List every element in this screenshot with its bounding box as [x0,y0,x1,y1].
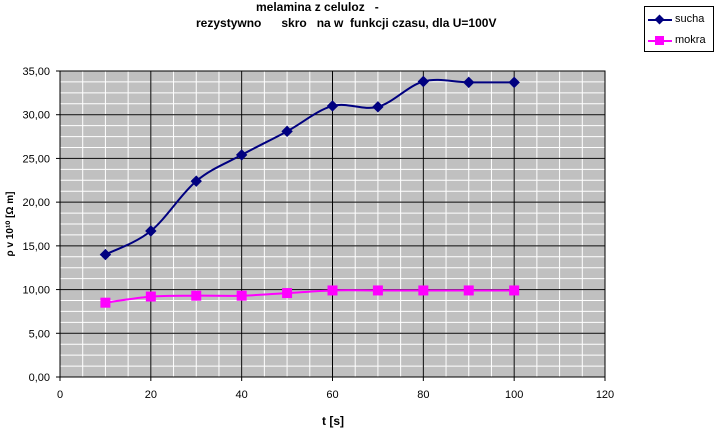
legend-label-mokra: mokra [675,34,706,46]
data-point-sucha [417,75,430,88]
y-tick-label: 5,00 [29,328,50,340]
data-point-mokra [236,290,247,301]
series-line-mokra [105,289,515,304]
data-point-sucha [372,101,384,113]
square-marker-icon [655,36,664,45]
series-line-sucha [104,78,515,256]
y-tick-label: 25,00 [22,153,50,165]
y-tick-label: 35,00 [22,66,50,78]
data-point-sucha [463,76,475,89]
y-tick-label: 20,00 [22,197,50,209]
legend-label-sucha: sucha [675,13,705,25]
y-tick-label: 15,00 [22,241,50,253]
x-tick-labels: 0 20 40 60 80 100 120 [57,389,614,401]
data-point-mokra [145,291,156,302]
data-point-mokra [191,290,202,301]
data-point-mokra [463,285,474,296]
data-point-sucha [508,76,520,89]
data-point-mokra [282,288,293,299]
y-tick-label: 30,00 [22,110,50,122]
diamond-marker-icon [654,14,665,25]
data-point-sucha [326,100,339,112]
y-tick-labels: 0,00 5,00 10,00 15,00 20,00 25,00 30,00 35,00 [22,66,50,384]
data-point-mokra [327,285,338,296]
y-axis-label: ρ v 10¹⁰ [Ω m] [5,192,16,257]
x-tick-label: 60 [326,389,338,401]
legend: sucha mokra [644,6,714,52]
y-tick-label: 10,00 [22,285,50,297]
y-tick-label: 0,00 [29,372,50,384]
x-tick-label: 0 [57,389,63,401]
legend-item-sucha: sucha [647,12,713,28]
legend-item-mokra: mokra [647,33,713,49]
x-tick-label: 20 [145,389,157,401]
x-tick-label: 80 [417,389,429,401]
chart-title-line2: rezystywno skro na w funkcji czasu, dla … [196,16,497,30]
data-point-sucha [190,175,202,187]
x-tick-label: 40 [236,389,248,401]
data-point-mokra [372,285,383,296]
data-point-sucha [99,248,112,261]
series-layer [99,75,520,308]
x-tick-label: 100 [505,389,523,401]
data-point-mokra [100,297,111,308]
data-point-mokra [418,285,429,296]
data-point-sucha [235,149,248,161]
data-point-sucha [281,125,293,138]
data-point-sucha [145,225,157,237]
axes [56,70,606,381]
chart-title-line1: melamina z celuloz - [256,0,379,14]
x-tick-label: 120 [596,389,614,401]
data-point-mokra [509,285,520,296]
x-axis-label: t [s] [322,414,344,428]
